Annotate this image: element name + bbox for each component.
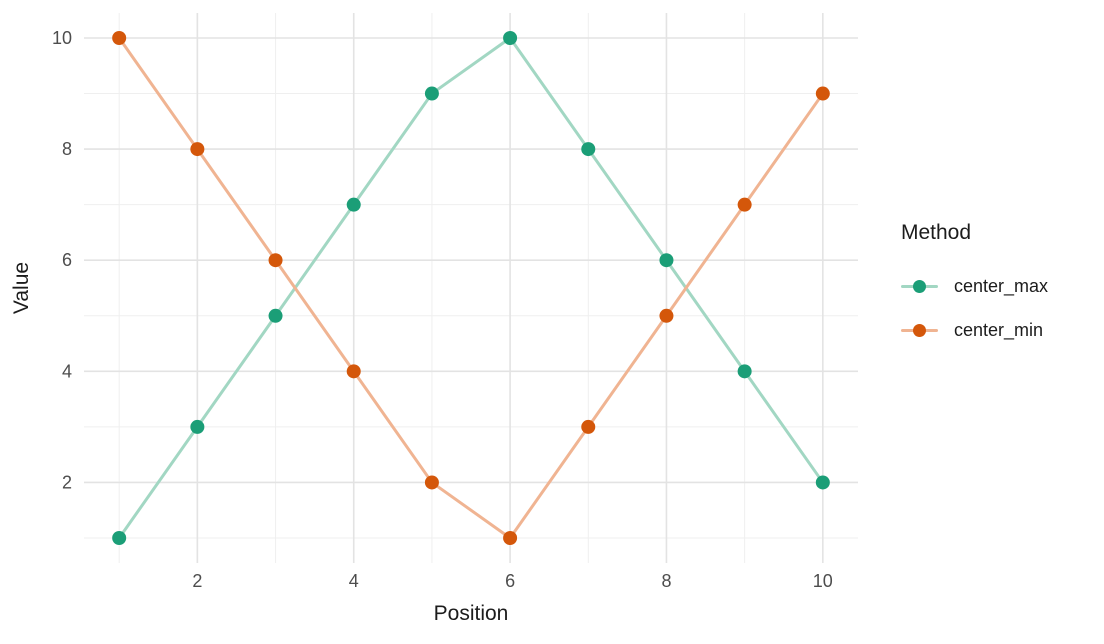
- x-tick-label: 6: [505, 571, 515, 591]
- data-point-center_max: [268, 308, 283, 323]
- x-tick-label: 2: [192, 571, 202, 591]
- legend-label: center_min: [954, 320, 1044, 340]
- y-tick-label: 4: [62, 361, 72, 381]
- series-line-center_max: [117, 36, 825, 539]
- data-point-center_max: [190, 419, 205, 434]
- series-line-center_min: [117, 37, 825, 540]
- legend-key-icon: [901, 315, 938, 346]
- y-tick-label: 10: [52, 28, 72, 48]
- y-tick-label: 8: [62, 139, 72, 159]
- x-tick-label: 10: [813, 571, 833, 591]
- data-point-center_max: [112, 531, 127, 545]
- data-point-center_max: [659, 253, 674, 268]
- data-point-center_min: [424, 475, 439, 490]
- data-point-center_max: [346, 197, 361, 212]
- data-point-center_max: [503, 31, 518, 45]
- data-point-center_min: [112, 31, 127, 45]
- data-point-center_min: [581, 419, 596, 434]
- data-point-center_min: [503, 531, 518, 545]
- legend-key-dot: [913, 324, 926, 337]
- legend-item-center_min: center_min: [901, 315, 1048, 346]
- y-axis-title: Value: [10, 261, 33, 315]
- data-point-center_max: [424, 86, 439, 101]
- data-point-center_max: [815, 475, 830, 490]
- data-point-center_min: [268, 253, 283, 268]
- data-point-center_max: [581, 142, 596, 157]
- legend-title: Method: [901, 221, 972, 244]
- legend-items: center_max center_min: [901, 271, 1048, 346]
- legend-key-icon: [901, 271, 938, 302]
- legend: Method center_max center_min: [901, 220, 1048, 346]
- legend-item-center_max: center_max: [901, 271, 1048, 302]
- legend-key-dot: [913, 280, 926, 293]
- legend-label: center_max: [954, 276, 1049, 296]
- y-tick-label: 6: [62, 250, 72, 270]
- data-point-center_min: [737, 197, 752, 212]
- y-tick-label: 2: [62, 472, 72, 492]
- x-tick-label: 4: [349, 571, 359, 591]
- data-point-center_max: [737, 364, 752, 379]
- data-point-center_min: [815, 86, 830, 101]
- x-axis-title: Position: [433, 602, 509, 625]
- data-point-center_min: [346, 364, 361, 379]
- data-point-center_min: [659, 308, 674, 323]
- data-point-center_min: [190, 142, 205, 157]
- x-tick-label: 8: [661, 571, 671, 591]
